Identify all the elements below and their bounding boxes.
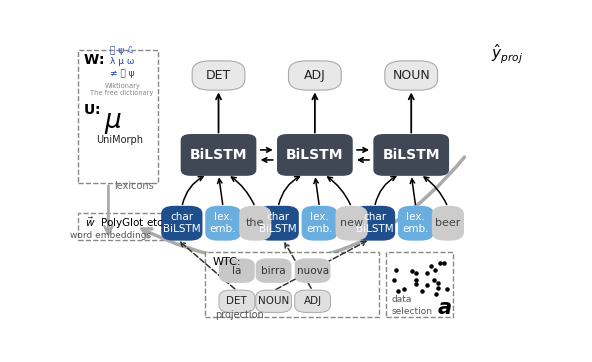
Text: $\mu$: $\mu$ bbox=[104, 110, 122, 136]
Text: char
BiLSTM: char BiLSTM bbox=[163, 212, 201, 235]
FancyBboxPatch shape bbox=[239, 206, 271, 241]
FancyBboxPatch shape bbox=[277, 134, 353, 176]
FancyBboxPatch shape bbox=[78, 214, 169, 240]
FancyBboxPatch shape bbox=[386, 253, 452, 317]
FancyBboxPatch shape bbox=[219, 258, 255, 283]
Text: BiLSTM: BiLSTM bbox=[286, 148, 343, 162]
Text: UniMorph: UniMorph bbox=[96, 135, 143, 144]
FancyBboxPatch shape bbox=[295, 258, 330, 283]
FancyBboxPatch shape bbox=[301, 206, 337, 241]
FancyBboxPatch shape bbox=[288, 61, 341, 90]
Point bbox=[399, 286, 408, 292]
FancyBboxPatch shape bbox=[256, 290, 291, 312]
Point bbox=[390, 277, 399, 283]
Text: word embeddings: word embeddings bbox=[70, 231, 152, 240]
FancyBboxPatch shape bbox=[256, 258, 291, 283]
Text: la: la bbox=[232, 266, 242, 275]
Text: lex.
emb.: lex. emb. bbox=[306, 212, 333, 235]
Point bbox=[417, 289, 427, 294]
Text: char
BiLSTM: char BiLSTM bbox=[356, 212, 393, 235]
Point bbox=[422, 270, 432, 276]
Point bbox=[435, 260, 445, 266]
FancyBboxPatch shape bbox=[398, 206, 434, 241]
Point bbox=[423, 282, 432, 288]
Text: ADJ: ADJ bbox=[304, 296, 321, 306]
Point bbox=[391, 267, 401, 273]
Text: birra: birra bbox=[261, 266, 286, 275]
Text: Wiktionary
The free dictionary: Wiktionary The free dictionary bbox=[91, 83, 154, 96]
FancyBboxPatch shape bbox=[374, 134, 449, 176]
FancyBboxPatch shape bbox=[336, 206, 368, 241]
Point bbox=[430, 268, 440, 273]
Text: data
selection: data selection bbox=[391, 295, 433, 316]
Text: char
BiLSTM: char BiLSTM bbox=[259, 212, 297, 235]
Point bbox=[411, 270, 421, 276]
Point bbox=[439, 260, 449, 266]
Point bbox=[393, 288, 403, 294]
Point bbox=[429, 277, 439, 283]
Text: DET: DET bbox=[227, 296, 247, 306]
Point bbox=[407, 268, 417, 274]
Text: lex.
emb.: lex. emb. bbox=[210, 212, 236, 235]
Text: NOUN: NOUN bbox=[392, 69, 430, 82]
Text: beer: beer bbox=[435, 218, 461, 228]
FancyBboxPatch shape bbox=[354, 206, 395, 241]
FancyBboxPatch shape bbox=[192, 61, 245, 90]
Text: nuova: nuova bbox=[297, 266, 329, 275]
Point bbox=[411, 281, 420, 287]
Text: $\hat{y}_{proj}$: $\hat{y}_{proj}$ bbox=[491, 43, 524, 66]
Text: BiLSTM: BiLSTM bbox=[190, 148, 247, 162]
FancyBboxPatch shape bbox=[385, 61, 437, 90]
Text: DET: DET bbox=[206, 69, 231, 82]
Text: シ ψ ℒ
λ μ ω
≠ 雑 ψ: シ ψ ℒ λ μ ω ≠ 雑 ψ bbox=[110, 46, 134, 77]
FancyBboxPatch shape bbox=[181, 134, 256, 176]
Text: NOUN: NOUN bbox=[258, 296, 289, 306]
Point bbox=[433, 281, 442, 286]
Text: lex.
emb.: lex. emb. bbox=[403, 212, 429, 235]
Text: BiLSTM: BiLSTM bbox=[382, 148, 440, 162]
FancyBboxPatch shape bbox=[219, 290, 255, 312]
Text: $\vec{w}$  PolyGlot etc.: $\vec{w}$ PolyGlot etc. bbox=[85, 215, 167, 231]
Point bbox=[431, 291, 440, 297]
Text: WTC:: WTC: bbox=[213, 257, 242, 267]
FancyBboxPatch shape bbox=[432, 206, 464, 241]
Text: $\mathbf{U}$:: $\mathbf{U}$: bbox=[83, 103, 101, 117]
Text: new: new bbox=[340, 218, 363, 228]
FancyBboxPatch shape bbox=[205, 206, 241, 241]
Text: $\boldsymbol{a}$: $\boldsymbol{a}$ bbox=[437, 298, 452, 318]
FancyBboxPatch shape bbox=[78, 50, 158, 183]
Point bbox=[411, 277, 421, 283]
Point bbox=[433, 285, 443, 291]
Point bbox=[426, 263, 435, 269]
Point bbox=[442, 286, 451, 292]
Text: ADJ: ADJ bbox=[304, 69, 326, 82]
FancyBboxPatch shape bbox=[258, 206, 299, 241]
Text: $\mathbf{W}$:: $\mathbf{W}$: bbox=[83, 53, 104, 67]
FancyBboxPatch shape bbox=[161, 206, 202, 241]
FancyBboxPatch shape bbox=[295, 290, 330, 312]
Text: projection: projection bbox=[215, 310, 263, 320]
FancyBboxPatch shape bbox=[205, 253, 379, 317]
Text: the: the bbox=[246, 218, 265, 228]
Text: lexicons: lexicons bbox=[114, 181, 153, 191]
